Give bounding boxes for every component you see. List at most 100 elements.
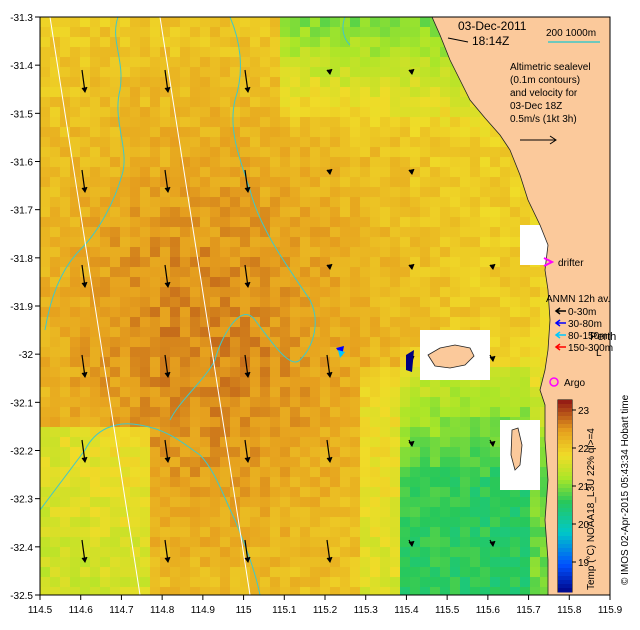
sst-cell (540, 527, 550, 537)
sst-cell (520, 377, 530, 387)
sst-cell (210, 117, 220, 127)
sst-cell (50, 297, 60, 307)
scale-label: 200 1000m (546, 28, 596, 39)
sst-cell (40, 77, 50, 87)
sst-cell (310, 517, 320, 527)
sst-cell (280, 207, 290, 217)
sst-cell (250, 127, 260, 137)
x-tick-label: 114.8 (150, 605, 175, 616)
sst-cell (300, 77, 310, 87)
sst-cell (140, 127, 150, 137)
sst-cell (180, 347, 190, 357)
sst-cell (170, 187, 180, 197)
colorbar-cell (558, 456, 572, 461)
sst-cell (330, 507, 340, 517)
sst-cell (490, 517, 500, 527)
sst-cell (190, 177, 200, 187)
sst-cell (140, 537, 150, 547)
y-tick-label: -32 (19, 350, 34, 361)
y-tick-label: -31.8 (10, 254, 33, 265)
sst-cell (290, 217, 300, 227)
sst-cell (190, 97, 200, 107)
sst-cell (120, 217, 130, 227)
sst-cell (350, 97, 360, 107)
colorbar-cell (558, 436, 572, 441)
sst-cell (220, 277, 230, 287)
sst-cell (320, 447, 330, 457)
sst-cell (350, 367, 360, 377)
sst-cell (150, 387, 160, 397)
sst-cell (400, 147, 410, 157)
sst-cell (200, 27, 210, 37)
sst-cell (140, 417, 150, 427)
sst-cell (140, 557, 150, 567)
sst-cell (310, 57, 320, 67)
sst-cell (110, 417, 120, 427)
date-label: 03-Dec-2011 (458, 19, 527, 33)
sst-cell (250, 577, 260, 587)
sst-cell (70, 157, 80, 167)
sst-cell (460, 227, 470, 237)
sst-cell (320, 467, 330, 477)
sst-cell (120, 227, 130, 237)
sst-cell (460, 547, 470, 557)
sst-cell (40, 327, 50, 337)
sst-cell (390, 367, 400, 377)
sst-cell (340, 457, 350, 467)
sst-cell (80, 527, 90, 537)
sst-cell (400, 367, 410, 377)
sst-cell (240, 337, 250, 347)
sst-cell (400, 37, 410, 47)
sst-cell (330, 427, 340, 437)
sst-cell (250, 377, 260, 387)
sst-cell (110, 247, 120, 257)
sst-cell (380, 507, 390, 517)
sst-cell (50, 237, 60, 247)
sst-cell (180, 127, 190, 137)
sst-cell (430, 67, 440, 77)
x-tick-label: 115.9 (598, 605, 623, 616)
sst-cell (430, 457, 440, 467)
sst-cell (260, 347, 270, 357)
sst-cell (440, 577, 450, 587)
sst-cell (450, 437, 460, 447)
sst-cell (420, 227, 430, 237)
sst-cell (140, 477, 150, 487)
sst-cell (450, 567, 460, 577)
sst-cell (140, 377, 150, 387)
sst-cell (460, 97, 470, 107)
sst-cell (350, 587, 360, 595)
sst-cell (460, 517, 470, 527)
sst-cell (230, 557, 240, 567)
sst-cell (90, 17, 100, 27)
sst-cell (390, 387, 400, 397)
sst-cell (440, 87, 450, 97)
sst-cell (460, 477, 470, 487)
sst-cell (380, 247, 390, 257)
sst-cell (280, 267, 290, 277)
sst-cell (310, 437, 320, 447)
sst-cell (460, 507, 470, 517)
sst-cell (150, 417, 160, 427)
sst-cell (200, 467, 210, 477)
sst-cell (320, 77, 330, 87)
sst-cell (520, 557, 530, 567)
sst-cell (120, 187, 130, 197)
sst-cell (400, 127, 410, 137)
sst-cell (250, 247, 260, 257)
sst-cell (320, 107, 330, 117)
sst-cell (490, 307, 500, 317)
sst-cell (450, 417, 460, 427)
sst-cell (220, 317, 230, 327)
sst-cell (90, 117, 100, 127)
sst-cell (350, 57, 360, 67)
sst-cell (220, 257, 230, 267)
sst-cell (460, 117, 470, 127)
sst-cell (510, 517, 520, 527)
sst-cell (320, 187, 330, 197)
sst-cell (310, 337, 320, 347)
sst-cell (310, 557, 320, 567)
sst-cell (440, 437, 450, 447)
sst-cell (130, 147, 140, 157)
sst-cell (270, 27, 280, 37)
